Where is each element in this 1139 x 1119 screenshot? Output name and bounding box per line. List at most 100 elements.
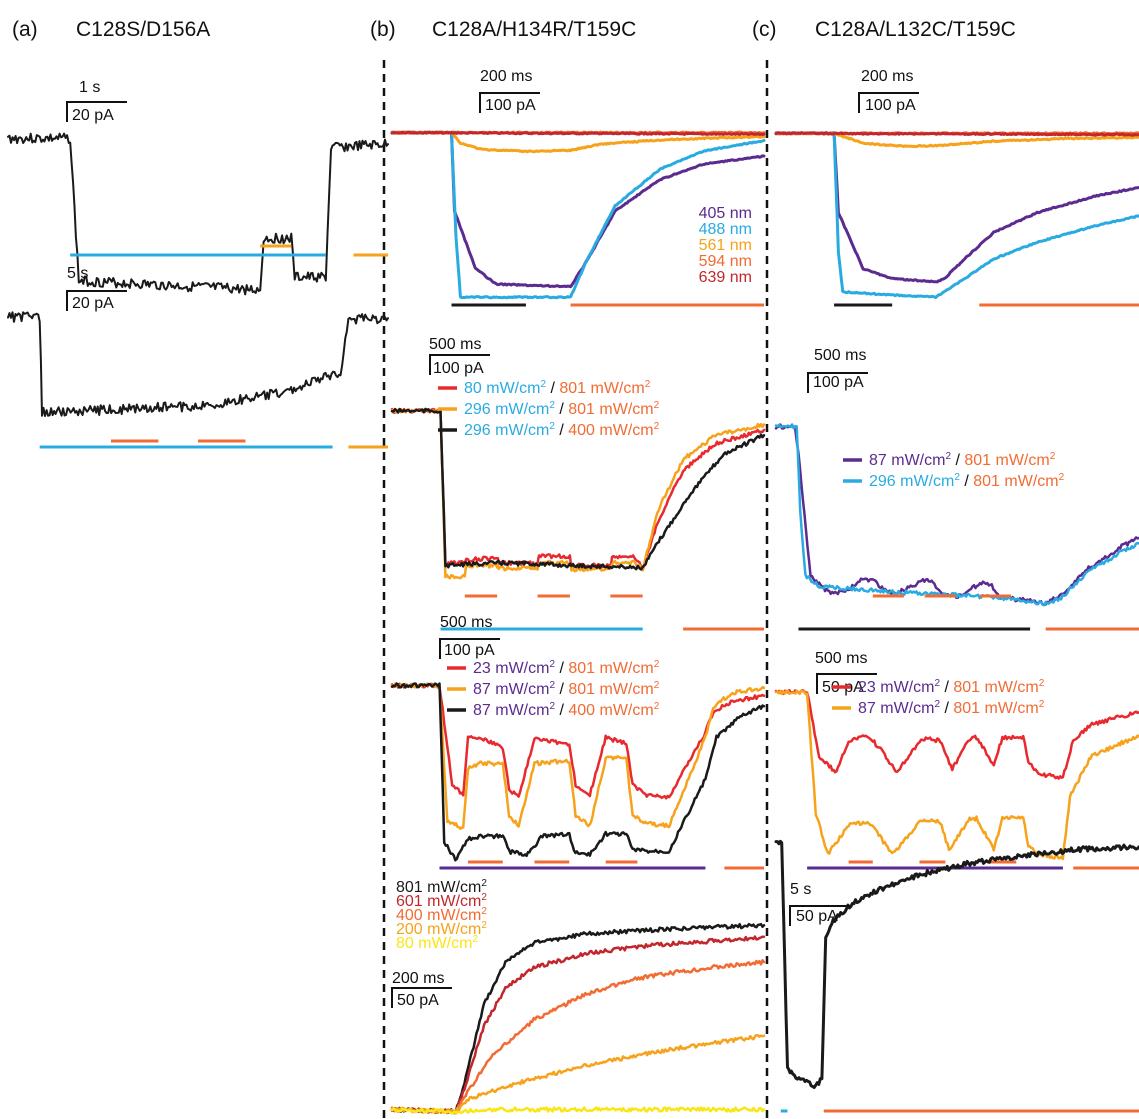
legend-slash: / bbox=[546, 380, 559, 397]
panel-b-letter: (b) bbox=[370, 18, 396, 41]
legend-entry: 601 mW/cm2 bbox=[396, 892, 487, 910]
legend-exponent: 2 bbox=[654, 421, 660, 432]
series-line-b3-2 bbox=[390, 682, 766, 862]
legend-power-b: 801 mW/cm bbox=[568, 401, 653, 418]
legend-label: 801 mW/cm bbox=[396, 879, 481, 896]
scalebar-current-b4: 50 pA bbox=[397, 992, 439, 1009]
scalebar-current-a1: 20 pA bbox=[72, 107, 114, 124]
chart-c2 bbox=[774, 423, 1139, 631]
legend-power-a: 296 mW/cm bbox=[869, 473, 954, 490]
legend-exponent: 2 bbox=[481, 920, 487, 931]
scalebar-current-c2: 100 pA bbox=[813, 374, 864, 391]
legend-label: 601 mW/cm bbox=[396, 893, 481, 910]
series-line-c1-0 bbox=[774, 131, 1139, 284]
scalebar-current-b1: 100 pA bbox=[485, 97, 536, 114]
scalebar-b1 bbox=[479, 92, 540, 113]
legend-entry: 200 mW/cm2 bbox=[396, 920, 487, 938]
legend-power-b: 801 mW/cm bbox=[568, 660, 653, 677]
series-line-b4-2 bbox=[390, 959, 766, 1114]
scalebar-time-c4: 5 s bbox=[790, 881, 811, 898]
legend-exponent: 2 bbox=[1039, 678, 1045, 689]
legend-power-b: 400 mW/cm bbox=[568, 702, 653, 719]
scalebar-current-a2: 20 pA bbox=[72, 295, 114, 312]
legend-exponent: 2 bbox=[654, 680, 660, 691]
legend-power-b: 400 mW/cm bbox=[568, 422, 653, 439]
legend-power-a: 87 mW/cm bbox=[858, 700, 934, 717]
series-line-b4-4 bbox=[390, 1106, 766, 1115]
legend-entry: 801 mW/cm2 bbox=[396, 878, 487, 896]
legend-slash: / bbox=[555, 422, 568, 439]
legend-entry: 296 mW/cm2 / 400 mW/cm2 bbox=[464, 421, 660, 439]
scalebar-time-b1: 200 ms bbox=[480, 68, 532, 85]
series-line-b1-4 bbox=[390, 130, 766, 136]
legend-entry: 23 mW/cm2 / 801 mW/cm2 bbox=[473, 659, 660, 677]
series-line-b1-1 bbox=[390, 130, 766, 300]
legend-entry: 639 nm bbox=[699, 269, 752, 286]
chart-c3 bbox=[774, 688, 1139, 870]
scalebar-c4 bbox=[789, 905, 850, 926]
legend-exponent: 2 bbox=[481, 878, 487, 889]
legend-entry: 87 mW/cm2 / 801 mW/cm2 bbox=[858, 699, 1045, 717]
legend-exponent: 2 bbox=[540, 379, 546, 390]
legend-entry: 80 mW/cm2 bbox=[396, 934, 478, 952]
series-line-b3-0 bbox=[390, 682, 766, 800]
series-line-c1-1 bbox=[774, 131, 1139, 300]
legend-label: 80 mW/cm bbox=[396, 935, 472, 952]
series-line-c4-0 bbox=[774, 839, 1139, 1089]
legend-exponent: 2 bbox=[1039, 699, 1045, 710]
series-line-c2-1 bbox=[774, 423, 1139, 607]
legend-exponent: 2 bbox=[481, 892, 487, 903]
legend-entry: 488 nm bbox=[699, 221, 752, 238]
scalebar-b2 bbox=[429, 354, 490, 375]
legend-power-a: 87 mW/cm bbox=[869, 452, 945, 469]
panel-c-letter: (c) bbox=[752, 18, 777, 41]
scalebar-time-b4: 200 ms bbox=[392, 970, 444, 987]
series-line-c3-1 bbox=[774, 689, 1139, 861]
legend-power-a: 80 mW/cm bbox=[464, 380, 540, 397]
scalebar-a1 bbox=[66, 101, 127, 122]
chart-a1 bbox=[7, 132, 389, 296]
legend-entry: 80 mW/cm2 / 801 mW/cm2 bbox=[464, 379, 651, 397]
legend-exponent: 2 bbox=[954, 472, 960, 483]
legend-slash: / bbox=[951, 452, 964, 469]
legend-slash: / bbox=[960, 473, 973, 490]
scalebar-time-c1: 200 ms bbox=[861, 68, 913, 85]
legend-exponent: 2 bbox=[549, 701, 555, 712]
panel-a-title: C128S/D156A bbox=[76, 18, 210, 41]
legend-entry: 296 mW/cm2 / 801 mW/cm2 bbox=[869, 472, 1065, 490]
legend-power-a: 87 mW/cm bbox=[473, 681, 549, 698]
chart-b4 bbox=[390, 922, 766, 1115]
legend-label: 561 nm bbox=[699, 237, 752, 254]
legend-slash: / bbox=[555, 660, 568, 677]
legend-slash: / bbox=[555, 681, 568, 698]
legend-label: 200 mW/cm bbox=[396, 921, 481, 938]
legend-power-b: 801 mW/cm bbox=[568, 681, 653, 698]
legend-exponent: 2 bbox=[549, 680, 555, 691]
legend-power-a: 296 mW/cm bbox=[464, 422, 549, 439]
legend-exponent: 2 bbox=[654, 701, 660, 712]
legend-exponent: 2 bbox=[481, 906, 487, 917]
legend-label: 594 nm bbox=[699, 253, 752, 270]
legend-exponent: 2 bbox=[654, 400, 660, 411]
legend-slash: / bbox=[940, 679, 953, 696]
legend-entry: 23 mW/cm2 / 801 mW/cm2 bbox=[858, 678, 1045, 696]
legend-power-b: 801 mW/cm bbox=[964, 452, 1049, 469]
scalebar-time-b2: 500 ms bbox=[429, 336, 481, 353]
legend-exponent: 2 bbox=[549, 400, 555, 411]
legend-label: 488 nm bbox=[699, 221, 752, 238]
panel-a-letter: (a) bbox=[12, 18, 38, 41]
scalebar-time-c2: 500 ms bbox=[814, 347, 866, 364]
series-line-a2-0 bbox=[7, 311, 389, 417]
legend-slash: / bbox=[940, 700, 953, 717]
legend-power-b: 801 mW/cm bbox=[953, 679, 1038, 696]
legend-power-a: 296 mW/cm bbox=[464, 401, 549, 418]
legend-exponent: 2 bbox=[549, 421, 555, 432]
legend-power-a: 23 mW/cm bbox=[473, 660, 549, 677]
scalebar-current-c4: 50 pA bbox=[796, 908, 838, 925]
series-line-b2-1 bbox=[390, 408, 766, 580]
legend-exponent: 2 bbox=[945, 451, 951, 462]
legend-entry: 561 nm bbox=[699, 237, 752, 254]
series-line-c3-0 bbox=[774, 688, 1139, 780]
